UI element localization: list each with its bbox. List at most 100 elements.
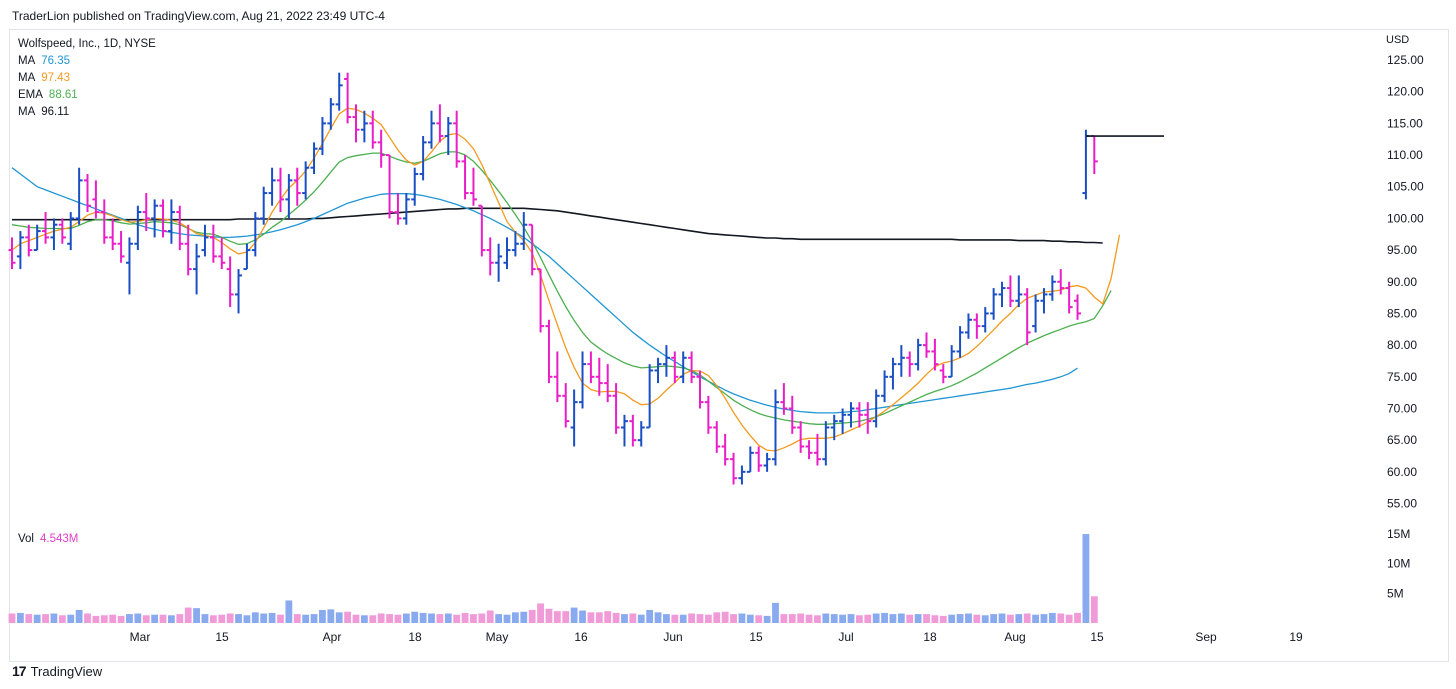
- indicator-value: 76.35: [41, 55, 71, 67]
- volume-bar: [126, 614, 133, 623]
- ohlc-bar: [84, 174, 92, 213]
- ohlc-bar: [100, 199, 108, 244]
- ohlc-bar: [948, 345, 956, 378]
- volume-bar: [117, 615, 125, 623]
- volume-bar: [260, 613, 268, 623]
- ohlc-bar: [579, 351, 587, 409]
- indicator-label: EMA: [18, 89, 43, 101]
- volume-bar: [755, 615, 763, 623]
- volume-bar: [881, 612, 888, 623]
- volume-bar: [822, 613, 830, 623]
- volume-bar: [1007, 614, 1014, 623]
- ohlc-bar: [629, 414, 637, 447]
- ohlc-bar: [218, 237, 226, 270]
- ohlc-bar: [243, 243, 251, 271]
- ohlc-bar: [864, 402, 872, 434]
- ohlc-bar: [746, 446, 754, 473]
- ohlc-bar: [167, 199, 175, 244]
- volume-axis: 15M 10M 5M: [1387, 527, 1410, 600]
- volume-bar: [965, 613, 972, 623]
- chart-frame: [9, 29, 1449, 662]
- volume-bar: [570, 607, 578, 623]
- ema-green-line: [11, 151, 1112, 425]
- volume-bar: [872, 613, 880, 623]
- time-tick-label: 15: [1090, 630, 1104, 644]
- ohlc-bar: [956, 326, 964, 358]
- ohlc-bar: [42, 212, 50, 244]
- volume-bar: [847, 614, 855, 623]
- ohlc-bar: [503, 237, 511, 270]
- volume-bar: [746, 614, 754, 623]
- volume-bar: [394, 614, 402, 623]
- volume-bar: [595, 612, 603, 623]
- volume-bar: [419, 612, 427, 623]
- volume-bar: [8, 613, 16, 623]
- ohlc-bar: [990, 288, 998, 320]
- ohlc-bar: [981, 307, 989, 333]
- ohlc-bar: [50, 218, 58, 251]
- volume-bar: [168, 615, 175, 623]
- price-tick-label: 125.00: [1387, 53, 1424, 67]
- ohlc-bar: [67, 212, 75, 251]
- ohlc-bar: [553, 351, 561, 403]
- volume-bar: [84, 613, 91, 623]
- ohlc-bar: [444, 117, 452, 156]
- volume-bar: [889, 614, 897, 623]
- volume-bar: [604, 611, 612, 623]
- time-tick-label: 19: [1289, 630, 1303, 644]
- ohlc-bar: [16, 231, 24, 270]
- volume-bar: [67, 614, 75, 623]
- volume-bar: [470, 614, 477, 623]
- brand-name: TradingView: [30, 663, 103, 679]
- volume-bar: [1057, 613, 1065, 623]
- volume-bar: [142, 615, 150, 623]
- volume-bar: [797, 613, 805, 623]
- volume-legend[interactable]: Vol 4.543M: [18, 533, 78, 545]
- ohlc-bar: [142, 193, 150, 232]
- price-tick-label: 55.00: [1387, 497, 1417, 511]
- volume-bar: [293, 614, 301, 623]
- ohlc-bar: [75, 167, 83, 225]
- ohlc-bars: [8, 72, 1098, 485]
- volume-bar: [277, 614, 284, 623]
- indicator-ma-blue[interactable]: MA 76.35: [18, 53, 156, 70]
- ohlc-bar: [453, 110, 461, 168]
- volume-bar: [763, 615, 771, 623]
- volume-bar: [235, 614, 242, 623]
- volume-bar: [1074, 612, 1081, 623]
- ohlc-bar: [897, 345, 905, 377]
- ohlc-bar: [369, 110, 377, 149]
- volume-bar: [671, 614, 679, 623]
- indicator-ema-green[interactable]: EMA 88.61: [18, 87, 156, 104]
- indicator-label: MA: [18, 72, 36, 84]
- ohlc-bar: [570, 389, 578, 447]
- volume-bar: [1040, 614, 1048, 623]
- volume-bar: [50, 613, 58, 623]
- ohlc-bar: [469, 167, 477, 206]
- ohlc-bar: [612, 383, 620, 434]
- volume-bar: [319, 609, 326, 623]
- volume-bar: [587, 612, 595, 623]
- ohlc-bar: [738, 465, 746, 485]
- price-tick-label: 75.00: [1387, 370, 1417, 384]
- volume-bar: [16, 612, 24, 623]
- ohlc-bar: [25, 224, 33, 257]
- volume-bar: [461, 612, 469, 623]
- ohlc-bar: [839, 408, 847, 434]
- ohlc-bar: [1006, 275, 1014, 308]
- volume-bar: [176, 614, 184, 623]
- ma-blue-line: [11, 167, 1078, 414]
- indicator-ma-orange[interactable]: MA 97.43: [18, 70, 156, 87]
- volume-bar: [830, 614, 838, 623]
- volume-bar: [1048, 612, 1056, 623]
- tradingview-logo-icon: 17: [12, 663, 27, 679]
- indicator-ma-black[interactable]: MA 96.11: [18, 104, 156, 121]
- volume-bars: [8, 534, 1098, 623]
- volume-bar: [562, 611, 570, 623]
- volume-bar: [713, 612, 721, 623]
- ohlc-bar: [193, 243, 201, 295]
- footer-brand[interactable]: 17 TradingView: [12, 663, 102, 679]
- ohlc-bar: [679, 351, 687, 384]
- publisher-attribution: TraderLion published on TradingView.com,…: [12, 9, 385, 23]
